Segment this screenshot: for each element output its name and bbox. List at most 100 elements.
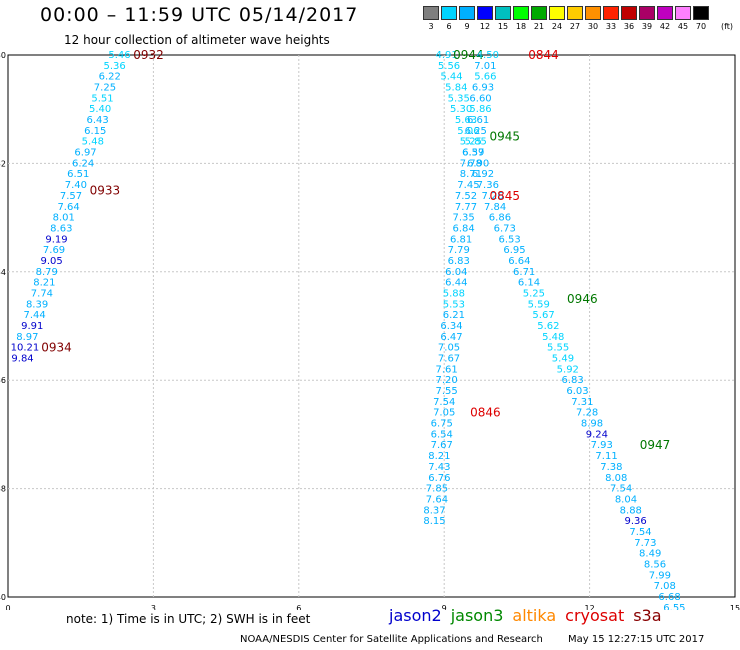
data-label: 5.55 bbox=[547, 343, 569, 354]
colorbar-swatch bbox=[621, 6, 637, 20]
data-label: 7.84 bbox=[484, 202, 506, 213]
y-tick-label: -30 bbox=[0, 51, 6, 60]
legend-jason3: jason3 bbox=[450, 606, 504, 625]
data-label: 6.83 bbox=[562, 375, 584, 386]
data-label: 6.15 bbox=[84, 126, 106, 137]
data-label: 6.44 bbox=[445, 278, 467, 289]
data-label: 6.92 bbox=[472, 169, 494, 180]
colorbar-swatch bbox=[513, 6, 529, 20]
data-label: 7.85 bbox=[426, 484, 448, 495]
data-label: 9.36 bbox=[625, 516, 647, 527]
colorbar-label: 30 bbox=[587, 22, 599, 31]
data-label: 8.21 bbox=[33, 278, 55, 289]
data-label: 6.86 bbox=[489, 213, 511, 224]
data-label: 6.54 bbox=[431, 429, 453, 440]
data-label: 7.57 bbox=[60, 191, 82, 202]
data-label: 7.64 bbox=[57, 202, 79, 213]
data-label: 7.73 bbox=[634, 538, 656, 549]
timestamp: May 15 12:27:15 UTC 2017 bbox=[568, 634, 705, 645]
data-label: 6.64 bbox=[508, 256, 530, 267]
data-label: 6.34 bbox=[440, 321, 462, 332]
data-label: 7.67 bbox=[438, 354, 460, 365]
data-label: 8.04 bbox=[615, 494, 637, 505]
altimeter-plot: 03691215-30-32-34-36-38-405.465.366.227.… bbox=[0, 48, 740, 610]
data-label: 5.88 bbox=[443, 288, 465, 299]
data-label: 7.28 bbox=[576, 408, 598, 419]
colorbar-swatch bbox=[495, 6, 511, 20]
data-label: 5.48 bbox=[82, 137, 104, 148]
data-label: 5.35 bbox=[448, 93, 470, 104]
data-label: 6.55 bbox=[663, 603, 685, 610]
data-label: 7.44 bbox=[24, 310, 46, 321]
legend-cryosat: cryosat bbox=[565, 606, 625, 625]
data-label: 10.21 bbox=[11, 343, 40, 354]
data-label: 6.51 bbox=[67, 169, 89, 180]
data-label: 6.25 bbox=[465, 126, 487, 137]
colorbar-swatch bbox=[567, 6, 583, 20]
legend-s3a: s3a bbox=[633, 606, 662, 625]
data-label: 6.90 bbox=[467, 158, 489, 169]
data-label: 5.06 bbox=[457, 126, 479, 137]
time-label: 0932 bbox=[133, 48, 164, 62]
x-tick-label: 3 bbox=[151, 604, 156, 610]
time-label: 0934 bbox=[41, 341, 72, 355]
colorbar-unit: (ft) bbox=[721, 22, 734, 31]
data-label: 7.69 bbox=[43, 245, 65, 256]
data-label: 6.71 bbox=[513, 267, 535, 278]
data-label: 7.40 bbox=[65, 180, 87, 191]
legend-altika: altika bbox=[512, 606, 557, 625]
credit-line: NOAA/NESDIS Center for Satellite Applica… bbox=[240, 634, 726, 645]
x-tick-label: 0 bbox=[5, 604, 10, 610]
time-label: 0845 bbox=[490, 189, 521, 203]
data-label: 6.60 bbox=[469, 93, 491, 104]
data-label: 7.79 bbox=[448, 245, 470, 256]
data-label: 5.59 bbox=[528, 299, 550, 310]
colorbar-swatch bbox=[639, 6, 655, 20]
data-label: 5.86 bbox=[469, 104, 491, 115]
plot-frame bbox=[7, 54, 736, 598]
data-label: 8.01 bbox=[53, 213, 75, 224]
chart-title: 00:00 – 11:59 UTC 05/14/2017 bbox=[40, 4, 359, 26]
data-label: 7.52 bbox=[455, 191, 477, 202]
colorbar-swatch bbox=[657, 6, 673, 20]
data-label: 6.43 bbox=[87, 115, 109, 126]
data-label: 8.21 bbox=[428, 451, 450, 462]
data-label: 5.66 bbox=[474, 72, 496, 83]
y-tick-label: -38 bbox=[0, 485, 6, 494]
colorbar-swatch bbox=[585, 6, 601, 20]
colorbar-label: 36 bbox=[623, 22, 635, 31]
data-label: 8.37 bbox=[423, 505, 445, 516]
x-tick-label: 9 bbox=[442, 604, 447, 610]
data-label: 5.51 bbox=[91, 93, 113, 104]
data-label: 5.63 bbox=[455, 115, 477, 126]
time-label: 0946 bbox=[567, 292, 598, 306]
colorbar-label: 33 bbox=[605, 22, 617, 31]
data-label: 6.53 bbox=[498, 234, 520, 245]
data-label: 9.19 bbox=[45, 234, 67, 245]
colorbar-label: 24 bbox=[551, 22, 563, 31]
data-label: 5.49 bbox=[552, 354, 574, 365]
data-label: 7.05 bbox=[438, 343, 460, 354]
data-label: 7.77 bbox=[455, 202, 477, 213]
data-label: 6.04 bbox=[445, 267, 467, 278]
data-label: 4.91 bbox=[435, 50, 457, 61]
colorbar-label: 3 bbox=[428, 22, 434, 31]
y-tick-label: -34 bbox=[0, 268, 6, 277]
data-label: 5.25 bbox=[523, 288, 545, 299]
satellite-legend: jason2 jason3 altika cryosat s3a bbox=[389, 606, 671, 625]
y-tick-label: -32 bbox=[0, 159, 6, 168]
data-label: 9.84 bbox=[11, 354, 33, 365]
chart-subtitle: 12 hour collection of altimeter wave hei… bbox=[64, 33, 330, 47]
data-label: 6.73 bbox=[494, 223, 516, 234]
data-label: 5.30 bbox=[450, 104, 472, 115]
data-label: 7.36 bbox=[477, 180, 499, 191]
colorbar-swatch bbox=[549, 6, 565, 20]
colorbar-swatch bbox=[603, 6, 619, 20]
data-label: 7.25 bbox=[94, 83, 116, 94]
colorbar-label: 27 bbox=[569, 22, 581, 31]
data-label: 9.91 bbox=[21, 321, 43, 332]
data-label: 6.97 bbox=[74, 148, 96, 159]
time-label: 0844 bbox=[528, 48, 559, 62]
data-label: 7.43 bbox=[428, 462, 450, 473]
data-label: 5.67 bbox=[532, 310, 554, 321]
